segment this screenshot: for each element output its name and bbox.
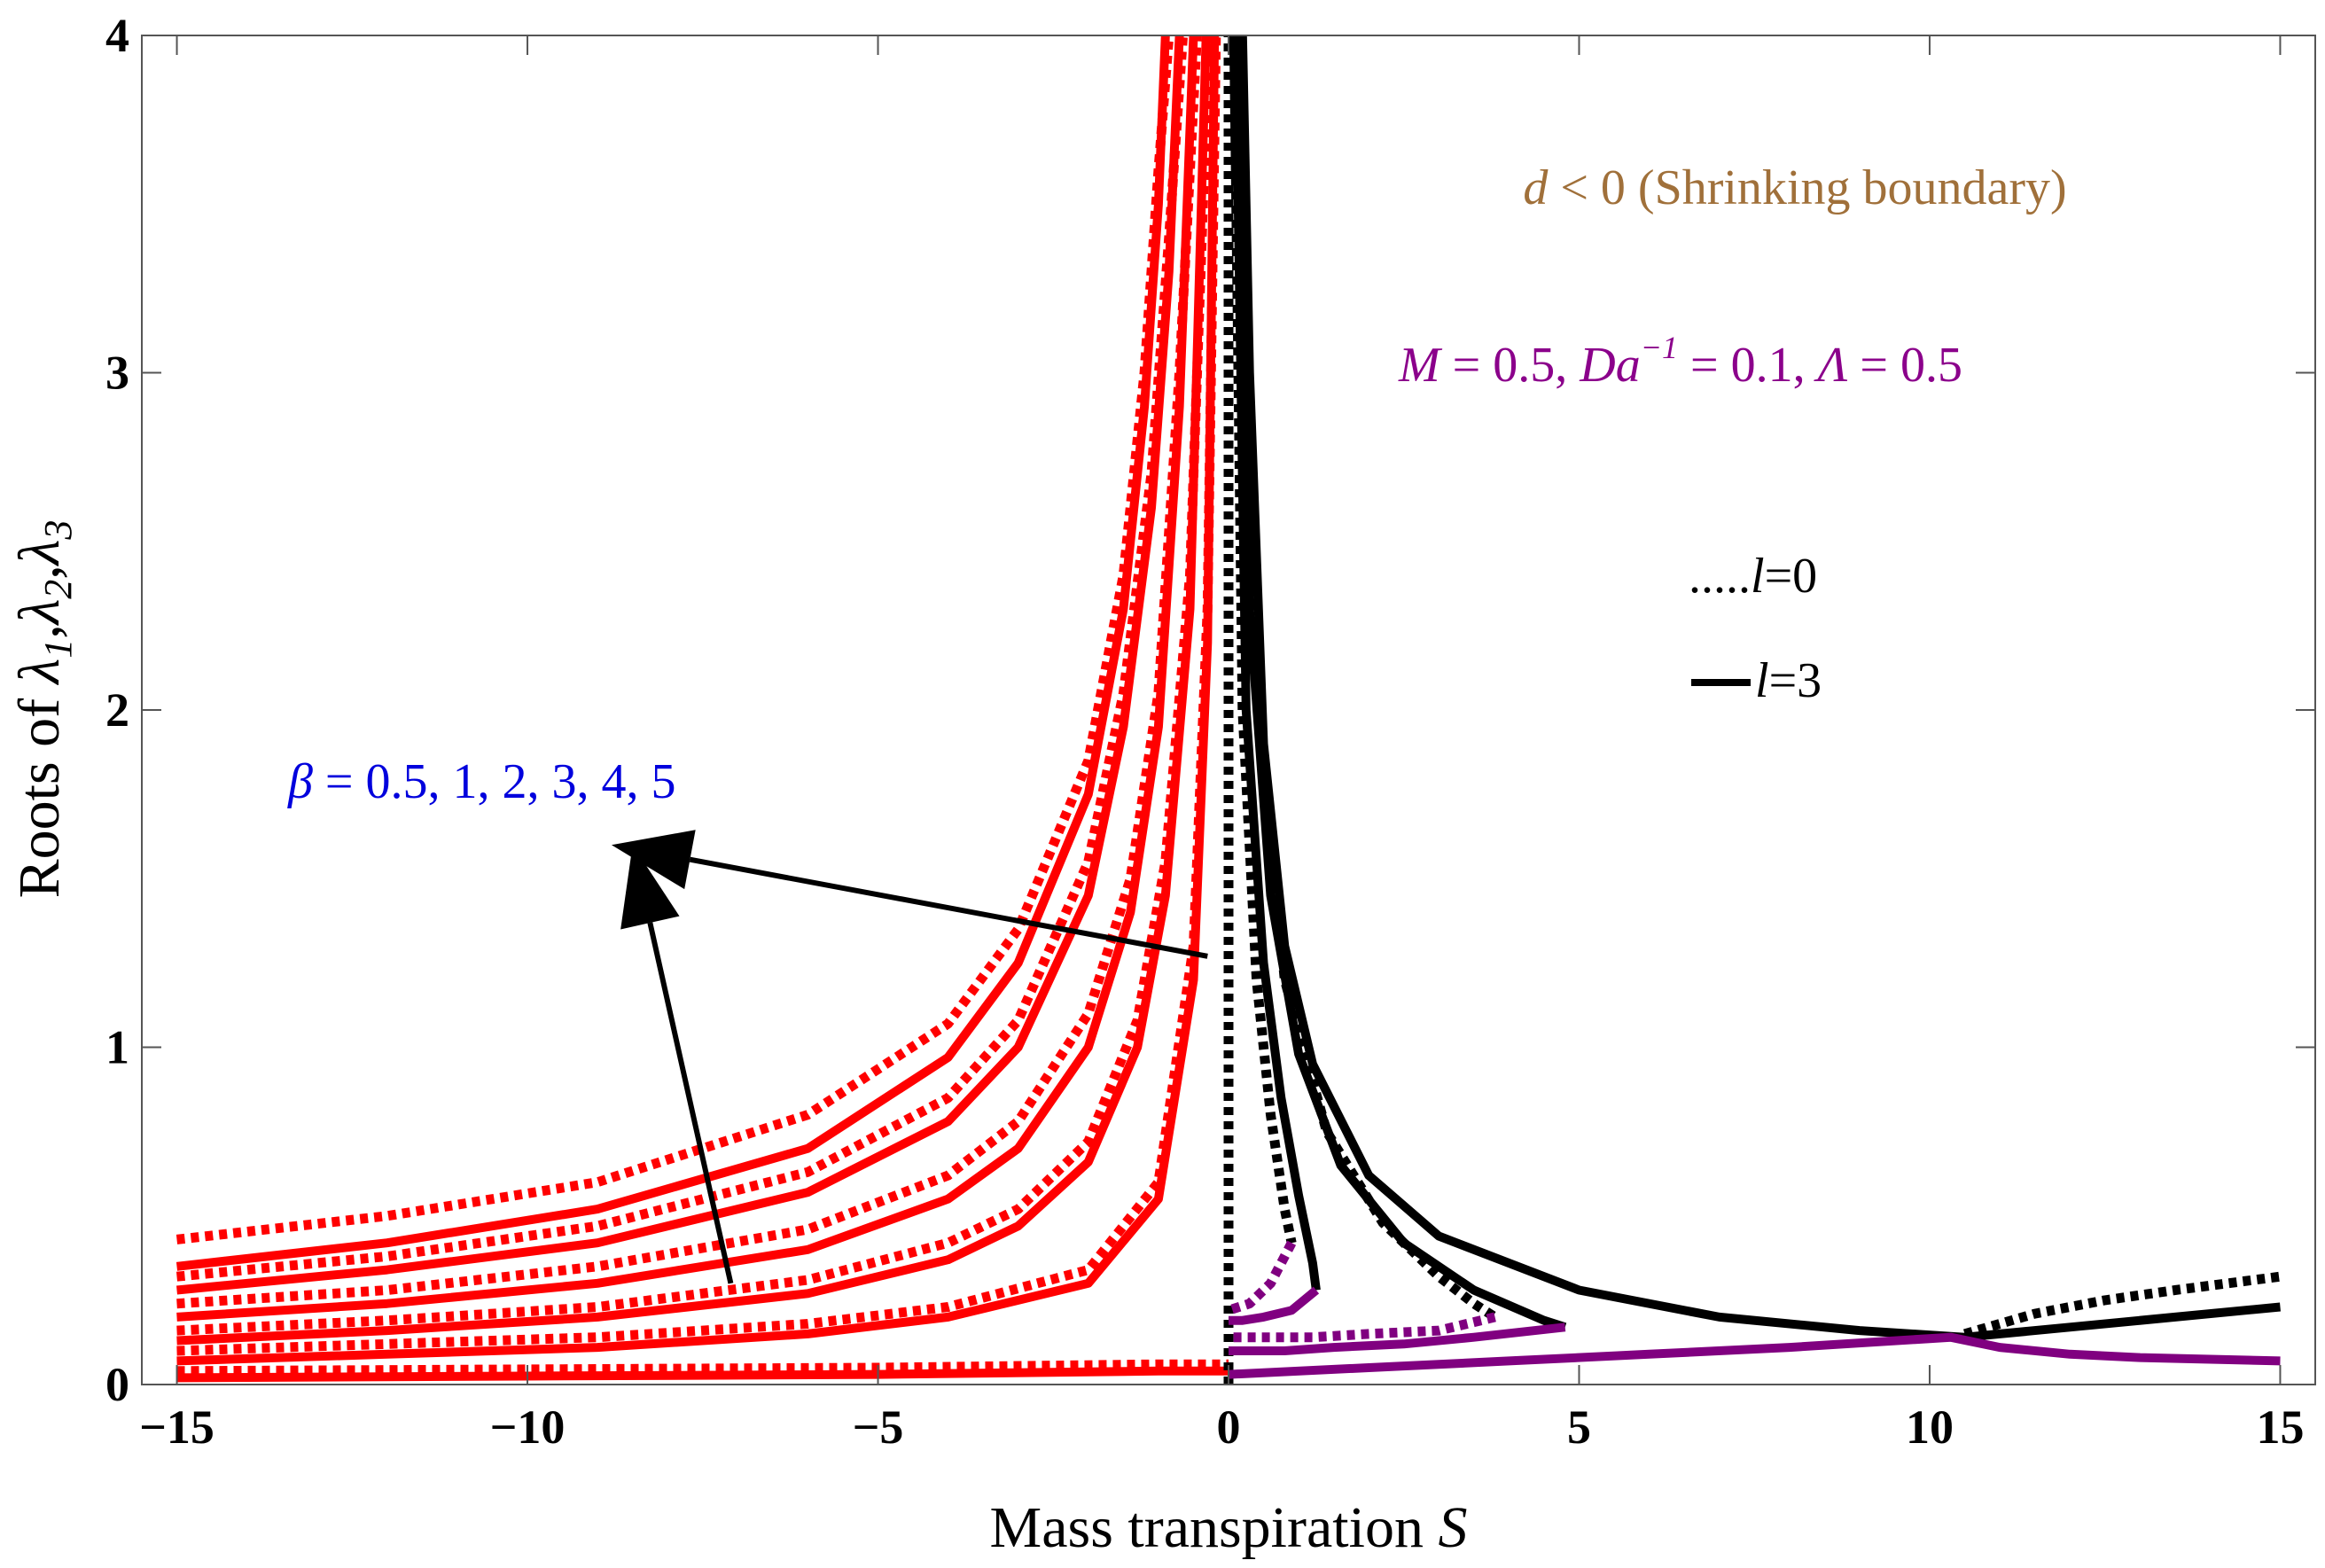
series-red-dotted-9 [176, 35, 1214, 1336]
legend-l0-symbol: l [1751, 549, 1765, 604]
series-purple-dotted-23 [1227, 1240, 1297, 1315]
y-tick-label-3: 3 [105, 347, 129, 400]
param-lambda-symbol: Λ [1814, 338, 1848, 393]
legend-dotted-marker: ..... [1689, 549, 1751, 604]
series-black-dotted-15 [1962, 1271, 2282, 1339]
param-da-superscript: −1 [1641, 330, 1678, 365]
series-red-dotted-7 [176, 35, 1189, 1282]
y-axis-label: Roots of λ1,λ2,λ3 [7, 520, 80, 899]
x-tick-label-3: 0 [1217, 1400, 1241, 1454]
legend-entry-l0: .....l=0 [1689, 549, 1817, 604]
param-da-symbol: Da [1579, 338, 1640, 393]
y-axis-sub-2: 2 [36, 580, 80, 599]
param-lambda-text: = 0.5 [1847, 338, 1962, 393]
x-tick-label-1: −10 [490, 1400, 566, 1454]
x-tick-label-4: 5 [1567, 1400, 1591, 1454]
series-purple-solid-19 [1228, 1332, 2281, 1379]
boundary-symbol: d [1523, 160, 1549, 215]
x-axis-symbol: S [1438, 1495, 1467, 1560]
beta-symbol: β [287, 754, 313, 809]
series-black-dotted-17 [1229, 35, 1297, 1244]
series-red-dotted-11 [176, 1359, 1229, 1377]
param-m-symbol: M [1398, 338, 1443, 393]
x-tick-label-5: 10 [1906, 1400, 1954, 1454]
series-purple-solid-20 [1229, 1322, 1566, 1355]
arrow-head-1 [620, 845, 680, 930]
y-tick-label-2: 2 [105, 683, 129, 737]
arrow-head-0 [611, 830, 696, 890]
param-m-text: = 0.5, [1440, 338, 1580, 393]
boundary-text: < 0 (Shrinking boundary) [1548, 160, 2066, 215]
y-axis-sub-3: 3 [36, 520, 80, 541]
series-red-dotted-8 [176, 35, 1202, 1309]
legend-l0-value: =0 [1765, 549, 1818, 604]
y-axis-label-text: Roots of [7, 698, 72, 899]
series-red-solid-5 [176, 1366, 1229, 1383]
arrow-shaft-1 [647, 922, 734, 1284]
x-tick-label-6: 15 [2256, 1400, 2304, 1454]
series-black-solid-14 [1230, 35, 1321, 1291]
tick-layer: −15 −10 −5 0 5 10 15 0 1 2 3 4 [105, 9, 2315, 1454]
series-red-solid-1 [176, 35, 1184, 1295]
y-axis-lambda-2: λ [7, 599, 72, 627]
series-purple-solid-21 [1229, 1286, 1320, 1325]
series-red-dotted-10 [176, 35, 1221, 1356]
y-axis-lambda-3: λ [7, 540, 72, 567]
x-tick-label-0: −15 [139, 1400, 215, 1454]
param-da-text: = 0.1, [1678, 338, 1818, 393]
legend-l3-value: =3 [1769, 653, 1822, 708]
legend: .....l=0 l=3 [1689, 549, 1822, 708]
arrow-layer [611, 830, 1208, 1284]
x-axis-label-text: Mass transpiration [990, 1495, 1424, 1560]
arrow-shaft-0 [689, 856, 1208, 959]
legend-l3-symbol: l [1755, 653, 1769, 708]
x-tick-label-2: −5 [853, 1400, 904, 1454]
series-purple-dotted-22 [1229, 1312, 1496, 1343]
series-black-dotted-16 [1234, 35, 1498, 1322]
x-axis-label: Mass transpiration S [990, 1495, 1468, 1560]
series-red-solid-4 [176, 35, 1220, 1366]
beta-values: = 0.5, 1, 2, 3, 4, 5 [313, 754, 676, 809]
y-tick-label-4: 4 [105, 9, 129, 62]
parameter-annotation: M = 0.5, Da−1 = 0.1, Λ = 0.5 [1398, 330, 1962, 393]
beta-annotation: β = 0.5, 1, 2, 3, 4, 5 [287, 754, 675, 809]
legend-entry-l3: l=3 [1755, 653, 1822, 708]
y-tick-label-0: 0 [105, 1358, 129, 1411]
y-axis-lambda-1: λ [7, 659, 72, 686]
series-layer [176, 35, 2282, 1385]
y-tick-label-1: 1 [105, 1021, 129, 1074]
boundary-annotation: d < 0 (Shrinking boundary) [1523, 160, 2066, 215]
y-axis-sub-1: 1 [36, 639, 80, 659]
